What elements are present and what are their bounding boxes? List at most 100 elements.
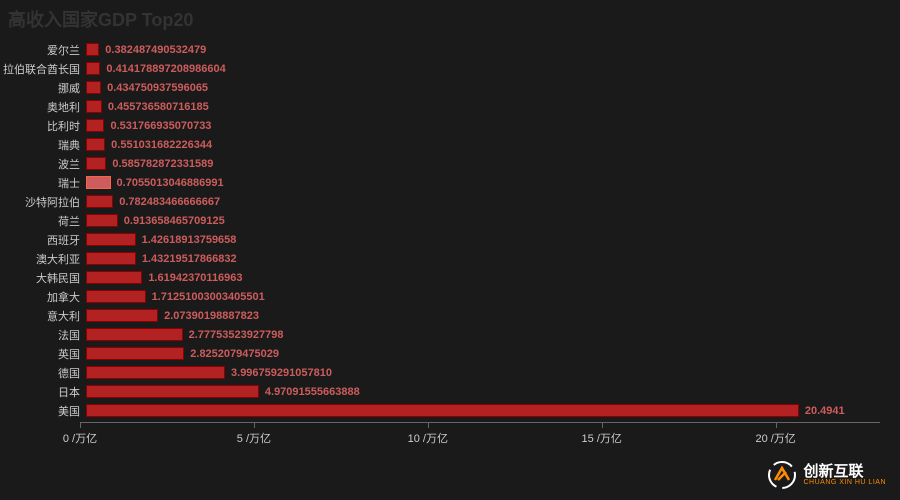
bar-area: 1.61942370116963 xyxy=(86,268,900,287)
bar-area: 0.551031682226344 xyxy=(86,135,900,154)
x-tick-label: 0 /万亿 xyxy=(63,430,97,446)
bar xyxy=(86,385,259,398)
bar-row: 波兰 0.585782872331589 xyxy=(0,154,900,173)
bar-area: 2.77753523927798 xyxy=(86,325,900,344)
y-axis-label: 意大利 xyxy=(0,308,86,324)
x-tick xyxy=(602,422,603,428)
bar-row: 沙特阿拉伯 0.782483466666667 xyxy=(0,192,900,211)
bar-area: 20.4941 xyxy=(86,401,900,420)
bar xyxy=(86,404,799,417)
bar xyxy=(86,309,158,322)
y-axis-label: 拉伯联合酋长国 xyxy=(0,61,86,77)
bar-area: 0.531766935070733 xyxy=(86,116,900,135)
bar xyxy=(86,62,100,75)
bar xyxy=(86,271,142,284)
value-label: 0.782483466666667 xyxy=(119,196,220,208)
bar xyxy=(86,252,136,265)
bar-area: 0.585782872331589 xyxy=(86,154,900,173)
bar-row: 日本 4.97091555663888 xyxy=(0,382,900,401)
y-axis-label: 加拿大 xyxy=(0,289,86,305)
bar-area: 0.382487490532479 xyxy=(86,40,900,59)
y-axis-label: 大韩民国 xyxy=(0,270,86,286)
y-axis-label: 比利时 xyxy=(0,118,86,134)
bar-chart: 爱尔兰0.382487490532479拉伯联合酋长国0.41417889720… xyxy=(0,40,900,450)
logo-icon xyxy=(767,460,797,490)
value-label: 0.585782872331589 xyxy=(112,158,213,170)
bar-area: 1.42618913759658 xyxy=(86,230,900,249)
x-axis-line xyxy=(80,422,880,423)
y-axis-label: 挪威 xyxy=(0,80,86,96)
value-label: 0.434750937596065 xyxy=(107,82,208,94)
x-tick-label: 15 /万亿 xyxy=(582,430,622,446)
bar-row: 西班牙 1.42618913759658 xyxy=(0,230,900,249)
x-tick xyxy=(254,422,255,428)
bar xyxy=(86,119,104,132)
x-tick-label: 5 /万亿 xyxy=(237,430,271,446)
y-axis-label: 德国 xyxy=(0,365,86,381)
y-axis-label: 荷兰 xyxy=(0,213,86,229)
value-label: 0.551031682226344 xyxy=(111,139,212,151)
y-axis-label: 沙特阿拉伯 xyxy=(0,194,86,210)
value-label: 0.7055013046886991 xyxy=(117,177,224,189)
logo-sub-text: CHUANG XIN HU LIAN xyxy=(803,479,886,486)
brand-logo: 创新互联 CHUANG XIN HU LIAN xyxy=(767,460,886,490)
value-label: 1.61942370116963 xyxy=(148,272,242,284)
bar xyxy=(86,233,136,246)
bar xyxy=(86,138,105,151)
bar-area: 0.434750937596065 xyxy=(86,78,900,97)
bar xyxy=(86,347,184,360)
bar xyxy=(86,43,99,56)
bar-row: 瑞典 0.551031682226344 xyxy=(0,135,900,154)
bar-area: 0.7055013046886991 xyxy=(86,173,900,192)
bar-row: 加拿大 1.71251003003405501 xyxy=(0,287,900,306)
bar-area: 0.913658465709125 xyxy=(86,211,900,230)
y-axis-label: 奥地利 xyxy=(0,99,86,115)
y-axis-label: 日本 xyxy=(0,384,86,400)
bar-row: 大韩民国 1.61942370116963 xyxy=(0,268,900,287)
bar-area: 1.43219517866832 xyxy=(86,249,900,268)
value-label: 0.414178897208986604 xyxy=(106,63,225,75)
value-label: 20.4941 xyxy=(805,405,845,417)
bar xyxy=(86,290,146,303)
value-label: 3.996759291057810 xyxy=(231,367,332,379)
value-label: 0.531766935070733 xyxy=(110,120,211,132)
bar-area: 3.996759291057810 xyxy=(86,363,900,382)
bar-row: 德国 3.996759291057810 xyxy=(0,363,900,382)
value-label: 1.71251003003405501 xyxy=(152,291,265,303)
chart-title: 高收入国家GDP Top20 xyxy=(8,6,193,32)
bar-row: 瑞士 0.7055013046886991 xyxy=(0,173,900,192)
x-tick-label: 10 /万亿 xyxy=(408,430,448,446)
value-label: 0.455736580716185 xyxy=(108,101,209,113)
value-label: 1.42618913759658 xyxy=(142,234,237,246)
y-axis-label: 英国 xyxy=(0,346,86,362)
x-tick xyxy=(428,422,429,428)
bar-row: 意大利 2.07390198887823 xyxy=(0,306,900,325)
value-label: 2.07390198887823 xyxy=(164,310,259,322)
y-axis-label: 波兰 xyxy=(0,156,86,172)
bar-row: 澳大利亚1.43219517866832 xyxy=(0,249,900,268)
y-axis-label: 瑞典 xyxy=(0,137,86,153)
bar-row: 比利时 0.531766935070733 xyxy=(0,116,900,135)
y-axis-label: 法国 xyxy=(0,327,86,343)
bar xyxy=(86,157,106,170)
x-tick xyxy=(80,422,81,428)
bar xyxy=(86,81,101,94)
bar-area: 0.414178897208986604 xyxy=(86,59,900,78)
value-label: 4.97091555663888 xyxy=(265,386,360,398)
bar xyxy=(86,366,225,379)
y-axis-label: 瑞士 xyxy=(0,175,86,191)
value-label: 2.8252079475029 xyxy=(190,348,279,360)
value-label: 0.913658465709125 xyxy=(124,215,225,227)
bar-row: 荷兰 0.913658465709125 xyxy=(0,211,900,230)
y-axis-label: 澳大利亚 xyxy=(0,251,86,267)
bar-row: 英国 2.8252079475029 xyxy=(0,344,900,363)
bar-area: 1.71251003003405501 xyxy=(86,287,900,306)
x-tick-label: 20 /万亿 xyxy=(755,430,795,446)
y-axis-label: 西班牙 xyxy=(0,232,86,248)
x-axis: 0 /万亿5 /万亿10 /万亿15 /万亿20 /万亿 xyxy=(80,422,880,446)
y-axis-label: 美国 xyxy=(0,403,86,419)
bar-area: 2.8252079475029 xyxy=(86,344,900,363)
bar-row: 美国 20.4941 xyxy=(0,401,900,420)
value-label: 2.77753523927798 xyxy=(189,329,284,341)
bar xyxy=(86,195,113,208)
